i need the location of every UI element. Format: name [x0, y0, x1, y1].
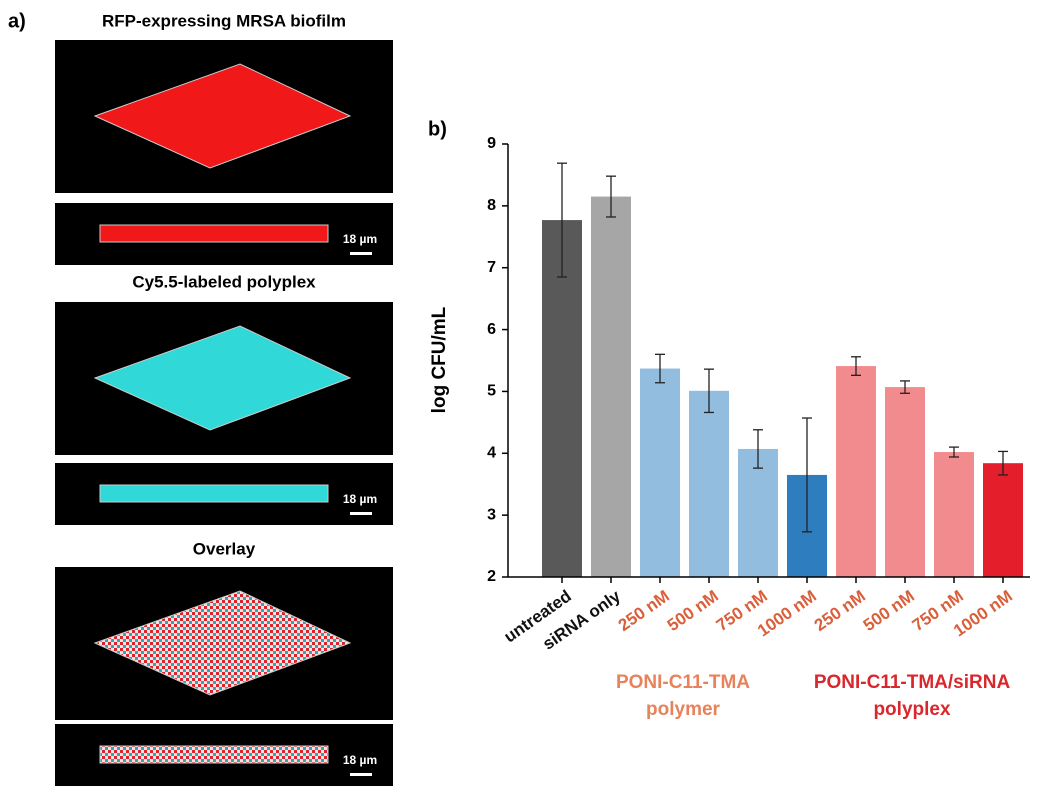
scale-bar-label: 18 µm: [343, 492, 377, 506]
panel-label: b): [428, 118, 447, 140]
y-axis-label: log CFU/mL: [429, 306, 450, 413]
bar: [689, 390, 729, 577]
panel-label: a): [8, 10, 26, 32]
image-title: Overlay: [193, 539, 256, 558]
y-tick-label: 5: [487, 383, 496, 400]
y-tick-label: 6: [487, 321, 496, 338]
error-bar: [557, 162, 567, 278]
biofilm-3d: [93, 63, 352, 169]
y-tick-label: 4: [487, 445, 496, 462]
bar: [885, 387, 925, 577]
error-bar: [949, 446, 959, 458]
bar: [542, 220, 582, 577]
y-tick-label: 3: [487, 506, 496, 523]
image-title: Cy5.5-labeled polyplex: [132, 272, 316, 291]
error-bar: [606, 175, 616, 218]
x-tick-label: 500 nM: [664, 586, 722, 635]
bar: [836, 366, 876, 577]
error-bar: [753, 429, 763, 469]
x-tick-label: 500 nM: [860, 586, 918, 635]
error-bar: [900, 380, 910, 394]
biofilm-3d: [93, 325, 352, 431]
group-label: PONI-C11-TMA/siRNA: [814, 672, 1011, 693]
panel-a: RFP-expressing MRSA biofilm 18 µm Cy5.5-la…: [55, 11, 393, 786]
biofilm-side: [99, 484, 329, 503]
scale-bar-label: 18 µm: [343, 232, 377, 246]
error-bar: [655, 353, 665, 384]
error-bar: [851, 356, 861, 376]
scale-bar: [350, 252, 372, 255]
error-bar: [998, 450, 1008, 476]
biofilm-side: [99, 224, 329, 243]
x-tick-label: 250 nM: [615, 586, 673, 635]
bar: [934, 452, 974, 577]
bar: [591, 196, 631, 578]
bar: [640, 368, 680, 577]
error-bar: [802, 417, 812, 533]
bar: [983, 463, 1023, 577]
bar: [738, 448, 778, 577]
error-bar: [704, 368, 714, 414]
scale-bar: [350, 512, 372, 515]
y-tick-label: 9: [487, 135, 496, 152]
biofilm-side: [99, 745, 329, 764]
image-title: RFP-expressing MRSA biofilm: [102, 11, 346, 30]
y-tick-label: 2: [487, 568, 496, 585]
y-tick-label: 8: [487, 197, 496, 214]
y-tick-label: 7: [487, 259, 496, 276]
x-tick-label: 250 nM: [811, 586, 869, 635]
biofilm-3d: [93, 590, 352, 696]
group-label: polymer: [646, 699, 721, 720]
group-label: PONI-C11-TMA: [616, 672, 750, 693]
scale-bar: [350, 773, 372, 776]
group-label: polyplex: [873, 699, 951, 720]
scale-bar-label: 18 µm: [343, 753, 377, 767]
